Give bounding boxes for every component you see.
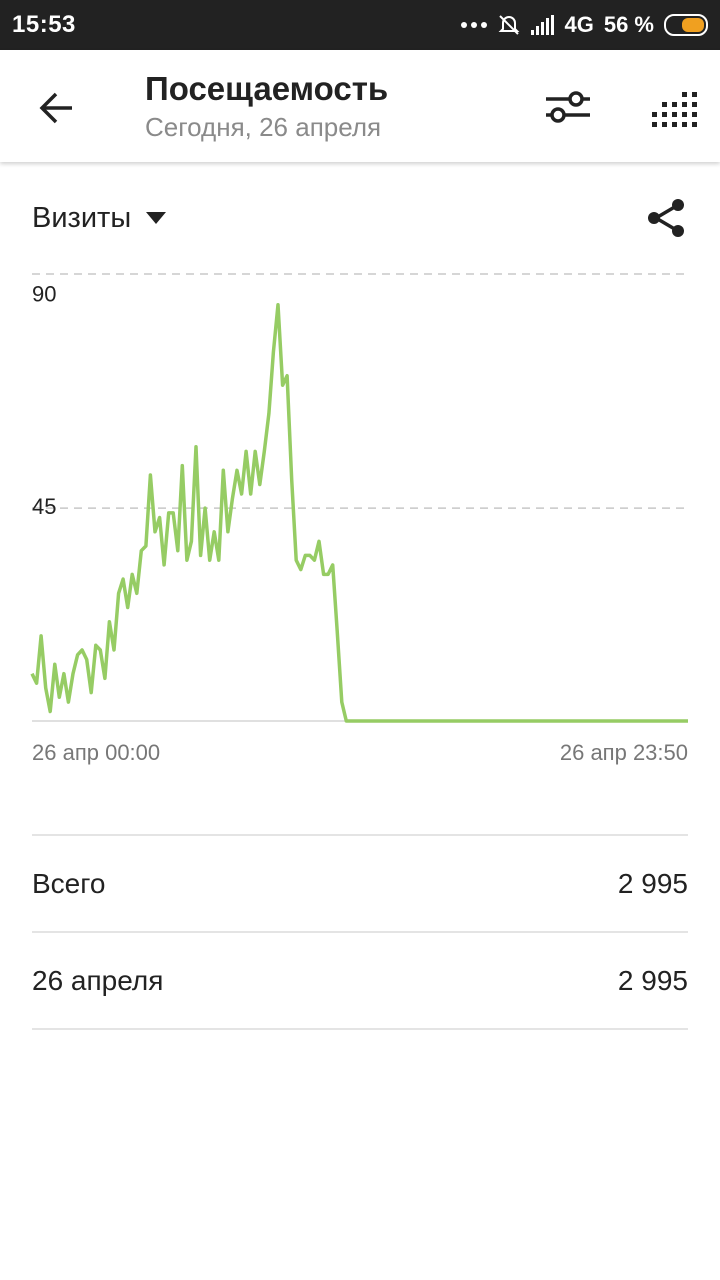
back-arrow-icon xyxy=(39,92,72,124)
grid-dots-icon xyxy=(652,92,697,127)
visits-series-line xyxy=(30,302,688,723)
table-row: 26 апреля 2 995 xyxy=(32,931,688,1030)
share-icon xyxy=(648,199,684,237)
filter-sliders-icon xyxy=(546,91,590,123)
app-bar: Посещаемость Сегодня, 26 апреля xyxy=(0,50,720,162)
signal-icon xyxy=(531,15,555,35)
battery-icon xyxy=(664,14,708,36)
summary-table: Всего 2 995 26 апреля 2 995 xyxy=(32,834,688,1030)
filter-button[interactable] xyxy=(540,86,596,130)
title-block: Посещаемость Сегодня, 26 апреля xyxy=(145,68,388,144)
status-bar: 15:53 4G 56 % xyxy=(0,0,720,50)
visits-chart: 90 45 26 апр 00:00 26 апр 23:50 xyxy=(0,250,720,780)
more-dots-icon xyxy=(461,22,488,28)
dropdown-triangle-icon xyxy=(146,212,167,224)
grid-button[interactable] xyxy=(646,86,698,130)
x-axis-end-label: 26 апр 23:50 xyxy=(559,740,688,765)
silent-bell-icon xyxy=(499,15,520,35)
table-row: Всего 2 995 xyxy=(32,834,688,931)
status-time: 15:53 xyxy=(12,11,76,38)
chart-svg: 90 45 xyxy=(30,273,688,723)
x-axis-start-label: 26 апр 00:00 xyxy=(32,740,161,765)
page-title: Посещаемость xyxy=(145,70,389,107)
page-subtitle: Сегодня, 26 апреля xyxy=(145,112,382,142)
back-button[interactable] xyxy=(32,84,80,132)
share-button[interactable] xyxy=(644,196,688,240)
metric-selector[interactable]: Визиты xyxy=(32,190,167,246)
network-type: 4G xyxy=(564,12,594,37)
row-label: 26 апреля xyxy=(32,964,164,996)
status-icons: 4G 56 % xyxy=(461,12,708,38)
row-value: 2 995 xyxy=(617,867,688,899)
battery-percent: 56 % xyxy=(603,12,654,37)
y-tick-label: 90 xyxy=(32,281,56,306)
metric-label: Визиты xyxy=(32,201,132,234)
row-value: 2 995 xyxy=(617,964,688,996)
y-tick-label: 45 xyxy=(32,494,56,519)
row-label: Всего xyxy=(32,867,106,899)
metric-row: Визиты xyxy=(32,190,688,246)
